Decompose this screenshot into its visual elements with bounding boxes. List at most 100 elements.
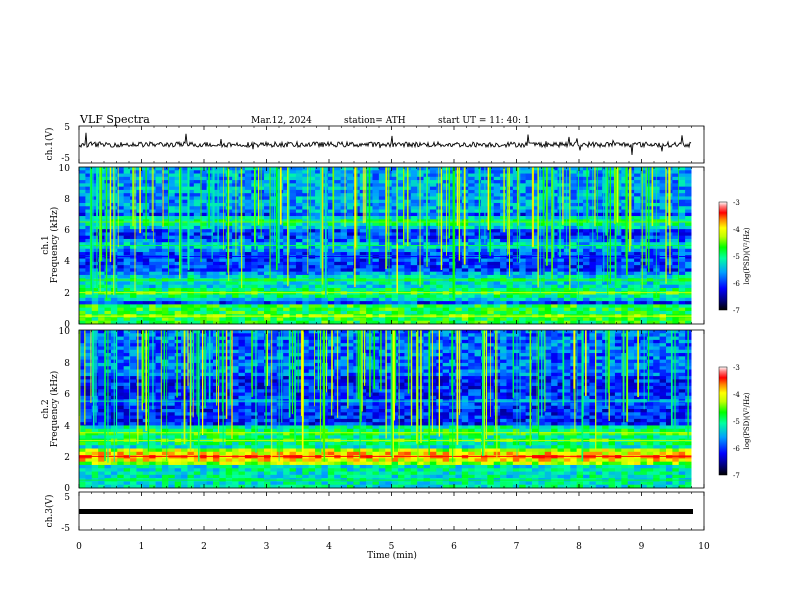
spec1-cell [595,229,603,233]
spec1-cell [500,317,507,322]
spec1-cell [353,261,361,266]
spec1-cell [544,252,552,256]
spec1-cell [646,288,654,292]
spec1-cell [391,281,399,286]
spec1-cell [404,252,412,256]
spec1-cell [212,212,220,217]
spec1-cell [614,167,622,171]
spec1-cell [404,281,412,286]
spec1-cell [570,281,578,286]
spec1-cell [244,202,252,207]
spec1-cell [512,180,520,184]
spec1-cell [525,265,533,269]
spec1-cell [634,245,641,250]
spec1-cell [398,183,405,188]
spec1-cell [264,216,271,220]
spec1-cell [398,261,405,266]
spec1-cell [557,304,565,309]
spec1-cell [91,235,99,240]
spec1-cell [551,189,558,194]
spec1-cell [449,206,456,210]
spec1-cell [85,235,93,240]
spec1-cell [557,209,565,214]
spec1-cell [449,297,456,302]
spec1-cell [659,232,667,237]
spec1-cell [417,183,424,188]
spec1-cell [334,235,341,240]
spec1-cell [161,235,169,240]
spec1-cell [595,183,603,188]
spec1-cell [595,235,603,240]
spec1-cell [429,232,437,237]
spec1-cell [110,297,118,302]
spec1-cell [181,304,188,309]
spec1-cell [672,317,680,322]
spec1-cell [531,265,539,269]
spec1-cell [155,252,163,256]
spec1-cell [391,209,399,214]
spec1-cell [136,284,144,289]
spec1-cell [334,307,341,312]
spec1-cell [621,284,629,289]
spec1-cell [264,265,271,269]
spec1-cell [634,202,641,207]
spec1-cell [436,167,444,171]
spec1-cell [551,186,558,191]
spec1-cell [417,186,424,191]
spec1-cell [181,288,188,292]
spec1-cell [525,216,533,220]
spec1-cell [608,317,616,322]
spec1-cell [136,242,144,246]
spec1-cell [308,167,316,171]
spec1-cell [123,206,131,210]
spec1-cell [563,186,571,191]
spec1-cell [614,288,622,292]
spec1-cell [264,301,271,305]
spec1-cell [538,304,546,309]
spec1-cell [283,252,290,256]
spec2-cell [461,330,469,334]
spec1-cell [289,281,297,286]
spec1-cell [685,320,692,325]
spec1-cell [187,304,195,309]
spec1-cell [161,229,169,233]
spec1-cell [640,320,648,325]
spec1-cell [417,176,424,181]
spec1-cell [372,173,380,178]
spec1-cell [308,180,316,184]
spec1-cell [244,186,252,191]
spec1-cell [117,167,125,171]
spec1-cell [385,248,393,253]
spec1-cell [442,255,450,259]
spec1-cell [449,193,456,197]
spec1-cell [634,297,641,302]
spec1-cell [104,294,112,299]
spec1-cell [634,271,641,276]
spec1-cell [417,245,424,250]
spec1-cell [544,281,552,286]
spec1-cell [117,183,125,188]
spec1-cell [98,284,105,289]
spec2-cell [372,333,380,337]
spec1-cell [79,209,86,214]
spec1-cell [270,317,278,322]
spec1-cell [193,261,201,266]
spec1-cell [155,183,163,188]
spec2-cell [117,330,125,334]
spec1-cell [659,248,667,253]
spec1-cell [429,320,437,325]
spec1-cell [79,245,86,250]
spec1-cell [525,173,533,178]
spec1-cell [410,186,418,191]
spec1-cell [295,199,303,204]
spec1-cell [672,235,680,240]
spec1-cell [302,291,310,295]
spec1-cell [544,291,552,295]
spec1-cell [225,288,233,292]
spec1-cell [110,301,118,305]
spec1-cell [200,271,207,276]
spec1-cell [634,248,641,253]
spec1-cell [244,212,252,217]
spec1-cell [398,304,405,309]
spec1-cell [149,284,156,289]
